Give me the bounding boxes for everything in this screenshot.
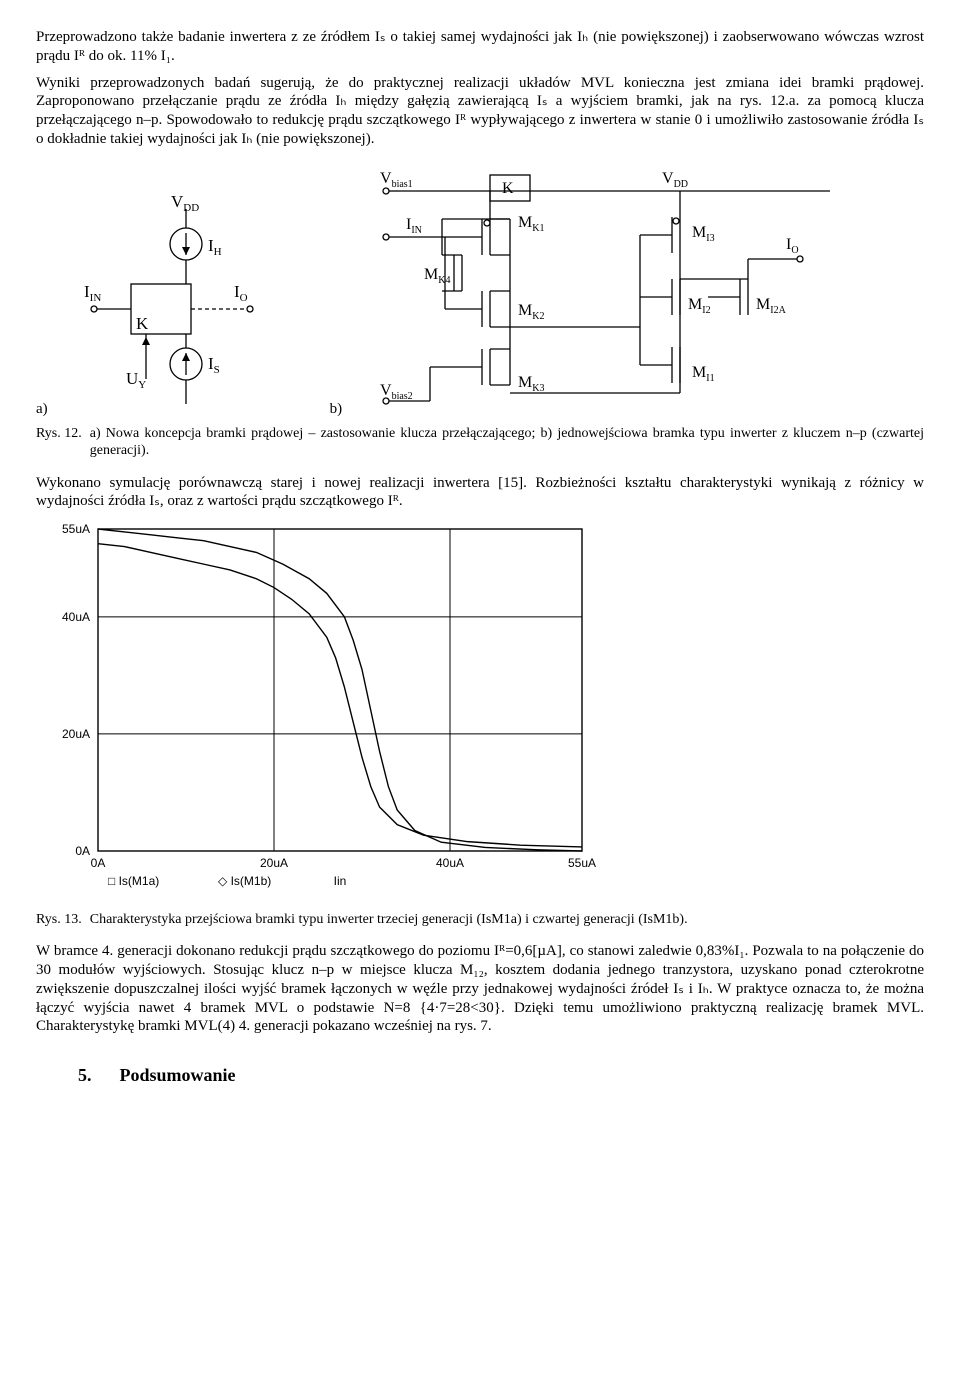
svg-text:IO: IO (786, 236, 799, 256)
svg-text:55uA: 55uA (568, 856, 596, 870)
svg-text:MI2A: MI2A (756, 296, 787, 316)
svg-text:20uA: 20uA (260, 856, 288, 870)
svg-text:MK4: MK4 (424, 266, 450, 286)
fig13-caption: Rys. 13. Charakterystyka przejściowa bra… (36, 911, 924, 929)
svg-text:40uA: 40uA (436, 856, 464, 870)
fig12-caption-text: a) Nowa koncepcja bramki prądowej – zast… (90, 425, 924, 460)
section-title: Podsumowanie (120, 1064, 236, 1087)
svg-text:UY: UY (126, 369, 146, 391)
svg-text:VDD: VDD (171, 192, 199, 214)
svg-text:IH: IH (208, 236, 222, 258)
svg-text:MK1: MK1 (518, 214, 544, 234)
fig13-caption-text: Charakterystyka przejściowa bramki typu … (90, 911, 688, 929)
paragraph-3: Wykonano symulację porównawczą starej i … (36, 474, 924, 512)
svg-text:Vbias1: Vbias1 (380, 170, 413, 190)
figure-12: a) V (36, 169, 924, 419)
svg-text:40uA: 40uA (62, 610, 90, 624)
svg-text:IO: IO (234, 282, 248, 304)
svg-text:0A: 0A (75, 844, 90, 858)
svg-text:MI2: MI2 (688, 296, 711, 316)
svg-text:MI1: MI1 (692, 364, 715, 384)
svg-text:IS: IS (208, 354, 220, 376)
section-heading: 5. Podsumowanie (36, 1064, 924, 1087)
fig12b-schematic: Vbias1 K VDD IIN MK1 MK4 MK2 MK3 Vbias2 … (370, 169, 850, 419)
svg-text:VDD: VDD (662, 170, 688, 190)
fig12a-schematic: VDD IH IIN IO K UY IS (76, 189, 306, 419)
svg-text:IIN: IIN (84, 282, 101, 304)
fig12-caption-tag: Rys. 12. (36, 425, 82, 460)
svg-text:Iin: Iin (334, 874, 347, 888)
svg-text:K: K (502, 180, 514, 197)
paragraph-4: W bramce 4. generacji dokonano redukcji … (36, 942, 924, 1036)
svg-text:55uA: 55uA (62, 522, 90, 536)
svg-text:K: K (136, 314, 149, 333)
svg-text:20uA: 20uA (62, 727, 90, 741)
svg-text:Vbias2: Vbias2 (380, 382, 413, 402)
svg-text:□ Is(M1a): □ Is(M1a) (108, 874, 159, 888)
svg-text:MK2: MK2 (518, 302, 544, 322)
fig12-b-label: b) (330, 400, 343, 419)
fig13-caption-tag: Rys. 13. (36, 911, 82, 929)
fig12-caption: Rys. 12. a) Nowa koncepcja bramki prądow… (36, 425, 924, 460)
fig12-a-label: a) (36, 400, 48, 419)
svg-text:0A: 0A (91, 856, 106, 870)
svg-text:MK3: MK3 (518, 374, 544, 394)
paragraph-2: Wyniki przeprowadzonych badań sugerują, … (36, 74, 924, 149)
svg-text:MI3: MI3 (692, 224, 715, 244)
svg-text:IIN: IIN (406, 216, 422, 236)
section-num: 5. (78, 1064, 92, 1087)
svg-text:◇ Is(M1b): ◇ Is(M1b) (218, 874, 271, 888)
fig13-chart: 0A 20uA 40uA 55uA 0A 20uA 40uA 55uA Iin □ Is(M1a)… (36, 519, 596, 899)
paragraph-1: Przeprowadzono także badanie inwertera z… (36, 28, 924, 66)
